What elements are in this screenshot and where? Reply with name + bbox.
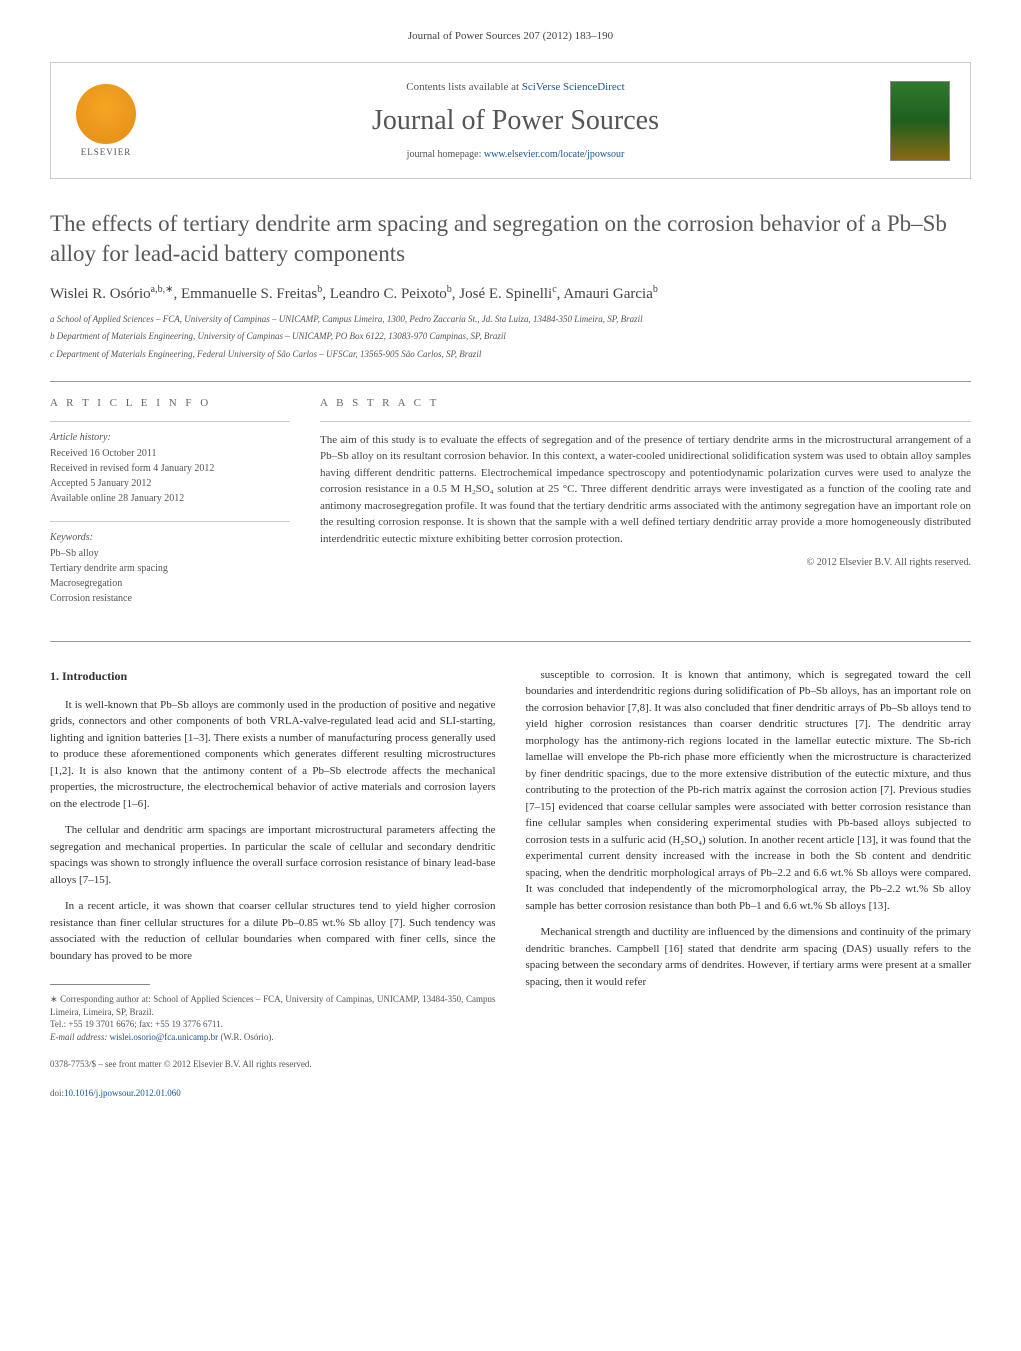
info-divider — [50, 421, 290, 422]
email-label: E-mail address: — [50, 1032, 110, 1042]
author-5: , Amauri Garcia — [557, 286, 653, 302]
doi-label: doi: — [50, 1088, 64, 1098]
elsevier-label: ELSEVIER — [81, 147, 132, 157]
paragraph-5: Mechanical strength and ductility are in… — [526, 924, 972, 990]
received-date: Received 16 October 2011 — [50, 446, 290, 461]
journal-title: Journal of Power Sources — [141, 105, 890, 137]
divider-bottom — [50, 641, 971, 642]
history-label: Article history: — [50, 432, 290, 443]
keywords-block: Keywords: Pb–Sb alloy Tertiary dendrite … — [50, 532, 290, 606]
keyword-4: Corrosion resistance — [50, 591, 290, 606]
body-right-column: susceptible to corrosion. It is known th… — [526, 667, 972, 1101]
abstract-heading: A B S T R A C T — [320, 397, 971, 409]
keyword-1: Pb–Sb alloy — [50, 546, 290, 561]
article-title: The effects of tertiary dendrite arm spa… — [50, 209, 971, 269]
article-info-heading: A R T I C L E I N F O — [50, 397, 290, 409]
revised-date: Received in revised form 4 January 2012 — [50, 461, 290, 476]
sciencedirect-link[interactable]: SciVerse ScienceDirect — [522, 81, 625, 93]
article-info-column: A R T I C L E I N F O Article history: R… — [50, 397, 290, 621]
journal-header-box: ELSEVIER Contents lists available at Sci… — [50, 62, 971, 179]
paragraph-2: The cellular and dendritic arm spacings … — [50, 822, 496, 888]
keyword-3: Macrosegregation — [50, 576, 290, 591]
paragraph-4: susceptible to corrosion. It is known th… — [526, 667, 972, 915]
contents-prefix: Contents lists available at — [406, 81, 521, 93]
body-two-column: 1. Introduction It is well-known that Pb… — [50, 667, 971, 1101]
homepage-link[interactable]: www.elsevier.com/locate/jpowsour — [484, 149, 624, 160]
abstract-column: A B S T R A C T The aim of this study is… — [320, 397, 971, 621]
header-center: Contents lists available at SciVerse Sci… — [141, 81, 890, 160]
keywords-label: Keywords: — [50, 532, 290, 543]
author-list: Wislei R. Osórioa,b,∗, Emmanuelle S. Fre… — [50, 284, 971, 303]
abstract-divider — [320, 421, 971, 422]
elsevier-logo: ELSEVIER — [71, 78, 141, 163]
author-5-sup: b — [653, 284, 658, 295]
corresponding-author-footnote: ∗ Corresponding author at: School of App… — [50, 993, 496, 1018]
email-footnote: E-mail address: wislei.osorio@fca.unicam… — [50, 1031, 496, 1044]
issn-line: 0378-7753/$ – see front matter © 2012 El… — [50, 1058, 496, 1072]
body-left-column: 1. Introduction It is well-known that Pb… — [50, 667, 496, 1101]
info-abstract-row: A R T I C L E I N F O Article history: R… — [50, 397, 971, 621]
affiliation-b: b Department of Materials Engineering, U… — [50, 330, 971, 343]
email-link[interactable]: wislei.osorio@fca.unicamp.br — [110, 1032, 219, 1042]
doi-link[interactable]: 10.1016/j.jpowsour.2012.01.060 — [64, 1088, 181, 1098]
online-date: Available online 28 January 2012 — [50, 491, 290, 506]
author-4: , José E. Spinelli — [452, 286, 552, 302]
elsevier-tree-icon — [76, 84, 136, 144]
divider-top — [50, 381, 971, 382]
author-2: , Emmanuelle S. Freitas — [173, 286, 317, 302]
keyword-2: Tertiary dendrite arm spacing — [50, 561, 290, 576]
email-author: (W.R. Osório). — [218, 1032, 273, 1042]
journal-reference: Journal of Power Sources 207 (2012) 183–… — [50, 30, 971, 42]
tel-fax-footnote: Tel.: +55 19 3701 6676; fax: +55 19 3776… — [50, 1018, 496, 1031]
author-1: Wislei R. Osório — [50, 286, 151, 302]
author-1-sup: a,b,∗ — [151, 284, 174, 295]
section-1-heading: 1. Introduction — [50, 667, 496, 685]
paragraph-1: It is well-known that Pb–Sb alloys are c… — [50, 697, 496, 813]
homepage-prefix: journal homepage: — [407, 149, 484, 160]
article-history-block: Article history: Received 16 October 201… — [50, 432, 290, 506]
footnote-divider — [50, 984, 150, 985]
copyright-line: © 2012 Elsevier B.V. All rights reserved… — [320, 557, 971, 568]
homepage-line: journal homepage: www.elsevier.com/locat… — [141, 149, 890, 160]
paragraph-3: In a recent article, it was shown that c… — [50, 898, 496, 964]
abstract-text: The aim of this study is to evaluate the… — [320, 432, 971, 548]
info-divider-2 — [50, 521, 290, 522]
contents-line: Contents lists available at SciVerse Sci… — [141, 81, 890, 93]
affiliation-c: c Department of Materials Engineering, F… — [50, 348, 971, 361]
author-3: , Leandro C. Peixoto — [322, 286, 447, 302]
journal-cover-thumbnail — [890, 81, 950, 161]
affiliation-a: a School of Applied Sciences – FCA, Univ… — [50, 313, 971, 326]
doi-line: doi:10.1016/j.jpowsour.2012.01.060 — [50, 1087, 496, 1101]
accepted-date: Accepted 5 January 2012 — [50, 476, 290, 491]
